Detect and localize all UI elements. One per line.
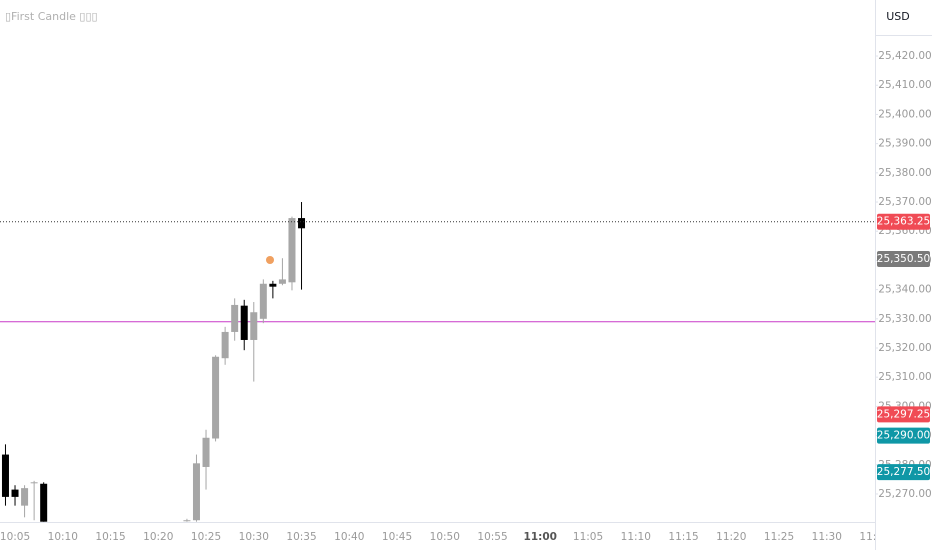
x-tick-label: 10:05 [0, 531, 30, 543]
x-tick-label: 10:35 [286, 531, 316, 543]
candle-body [21, 488, 29, 506]
x-tick-label: 10:50 [430, 531, 460, 543]
candle-body [192, 463, 200, 521]
x-axis: 10:05 10:10 10:15 10:20 10:25 10:30 10:35 10:40… [0, 531, 890, 543]
y-axis: 25,270.0025,280.0025,290.0025,300.0025,3… [875, 50, 932, 500]
x-tick-label: 11:15 [668, 531, 698, 543]
x-tick-label: 10:10 [48, 531, 78, 543]
x-tick-label: 10:20 [143, 531, 173, 543]
candle-body [231, 304, 239, 332]
candle-body [11, 489, 19, 497]
x-tick-label: 11:00 [524, 531, 557, 543]
x-tick-label: 11:30 [812, 531, 842, 543]
y-tick-label: 25,410.00 [878, 79, 931, 91]
y-axis-panel [875, 0, 932, 550]
y-tick-label: 25,270.00 [878, 488, 931, 500]
chart-title: ▯First Candle ▯▯▯ [5, 10, 98, 23]
price-label: 25,277.50 [877, 466, 930, 478]
candle-body [259, 283, 267, 319]
candle-body [30, 482, 38, 484]
signal-icon [266, 256, 274, 264]
price-label-box [877, 464, 930, 481]
x-tick-label: 10:30 [239, 531, 269, 543]
x-tick-label: 11:25 [764, 531, 794, 543]
candle-body [1, 454, 9, 497]
candle-body [298, 218, 306, 229]
candle-body [269, 283, 277, 287]
x-tick-label: 10:15 [95, 531, 125, 543]
x-tick-label: 10:45 [382, 531, 412, 543]
x-tick-label: 10:25 [191, 531, 221, 543]
price-label-box [877, 427, 930, 444]
y-tick-label: 25,400.00 [878, 108, 931, 120]
price-label-box [877, 250, 930, 267]
y-tick-label: 25,330.00 [878, 313, 931, 325]
plot-area [0, 202, 875, 522]
y-tick-label: 25,320.00 [878, 342, 931, 354]
price-label-box [877, 406, 930, 423]
x-tick-label: 11:10 [621, 531, 651, 543]
y-tick-label: 25,380.00 [878, 167, 931, 179]
candle-body [212, 356, 220, 439]
y-tick-label: 25,340.00 [878, 284, 931, 296]
candle-body [202, 437, 210, 467]
currency: USD [886, 10, 910, 23]
y-tick-label: 25,420.00 [878, 50, 931, 62]
price-label: 25,363.25 [877, 216, 930, 228]
candle-body [240, 305, 248, 340]
candle-body [183, 520, 191, 522]
candle-body [40, 483, 48, 522]
x-tick-label: 10:55 [477, 531, 507, 543]
x-tick-label: 10:40 [334, 531, 364, 543]
price-label: 25,290.00 [877, 430, 930, 442]
candle-body [250, 312, 258, 340]
candle-body [288, 218, 296, 283]
price-label: 25,350.50 [877, 253, 930, 265]
y-tick-label: 25,310.00 [878, 371, 931, 383]
price-label-box [877, 213, 930, 230]
candle-body [278, 279, 286, 284]
candle-body [221, 331, 229, 359]
price-label: 25,297.25 [877, 408, 930, 420]
x-tick-label: 11:05 [573, 531, 603, 543]
x-tick-label: 11:20 [716, 531, 746, 543]
y-tick-label: 25,390.00 [878, 138, 931, 150]
y-tick-label: 25,370.00 [878, 196, 931, 208]
